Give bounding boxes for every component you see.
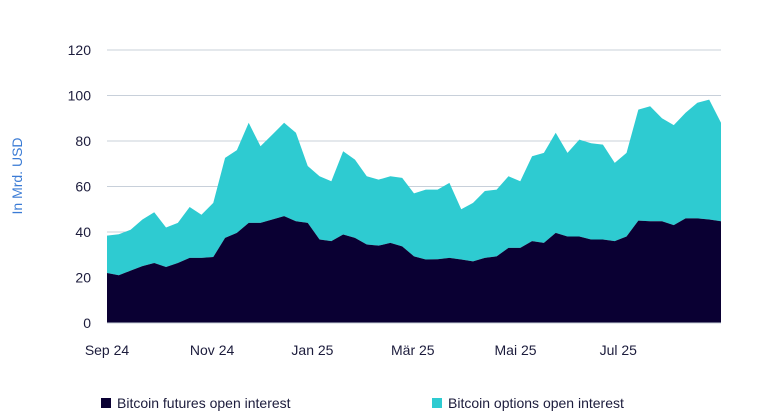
- y-tick-label: 60: [75, 179, 91, 195]
- options-area: [107, 99, 721, 276]
- legend: Bitcoin futures open interest Bitcoin op…: [101, 395, 624, 411]
- x-tick-label: Mär 25: [391, 342, 435, 358]
- y-tick-label: 100: [68, 88, 92, 104]
- areas: [107, 99, 721, 323]
- y-axis-label: In Mrd. USD: [9, 137, 25, 214]
- legend-swatch-options: [432, 398, 442, 408]
- legend-label-options: Bitcoin options open interest: [448, 395, 624, 411]
- y-tick-label: 40: [75, 224, 91, 240]
- x-tick-label: Jan 25: [291, 342, 333, 358]
- legend-label-futures: Bitcoin futures open interest: [117, 395, 291, 411]
- x-axis-ticks: Sep 24 Nov 24 Jan 25 Mär 25 Mai 25 Jul 25: [85, 342, 637, 358]
- x-tick-label: Nov 24: [190, 342, 235, 358]
- x-tick-label: Mai 25: [495, 342, 537, 358]
- legend-swatch-futures: [101, 398, 111, 408]
- y-tick-label: 80: [75, 133, 91, 149]
- x-tick-label: Jul 25: [600, 342, 638, 358]
- x-tick-label: Sep 24: [85, 342, 130, 358]
- futures-area: [107, 216, 721, 323]
- y-tick-label: 120: [68, 42, 92, 58]
- y-tick-label: 20: [75, 270, 91, 286]
- y-axis-ticks: 0 20 40 60 80 100 120: [68, 42, 92, 331]
- y-tick-label: 0: [83, 315, 91, 331]
